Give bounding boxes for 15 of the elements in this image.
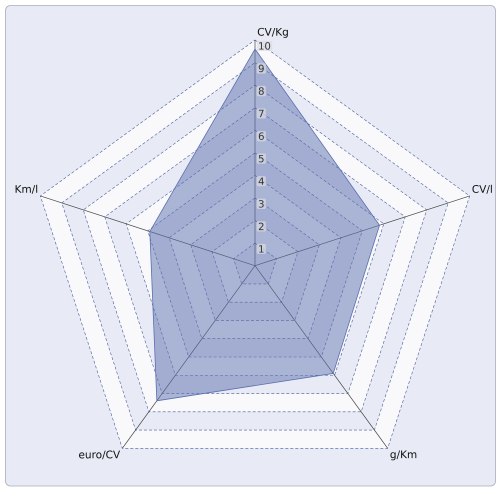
- y-tick-label: 3: [258, 200, 264, 208]
- spoke-label: CV/l: [472, 184, 492, 194]
- y-tick-label: 6: [258, 132, 264, 140]
- y-tick-label: 9: [258, 64, 264, 72]
- y-tick-label: 1: [259, 245, 264, 253]
- spoke-label: Km/l: [16, 184, 38, 194]
- y-tick-label: 7: [258, 110, 264, 118]
- spoke-label: CV/Kg: [258, 28, 288, 38]
- y-tick-label: 5: [258, 154, 264, 162]
- y-tick-label: 2: [258, 222, 264, 230]
- y-tick-label: 10: [259, 42, 270, 50]
- spoke-label: euro/CV: [79, 450, 120, 460]
- spoke-label: g/Km: [390, 450, 416, 460]
- y-tick-label: 4: [258, 178, 264, 185]
- y-tick-label: 8: [258, 87, 264, 95]
